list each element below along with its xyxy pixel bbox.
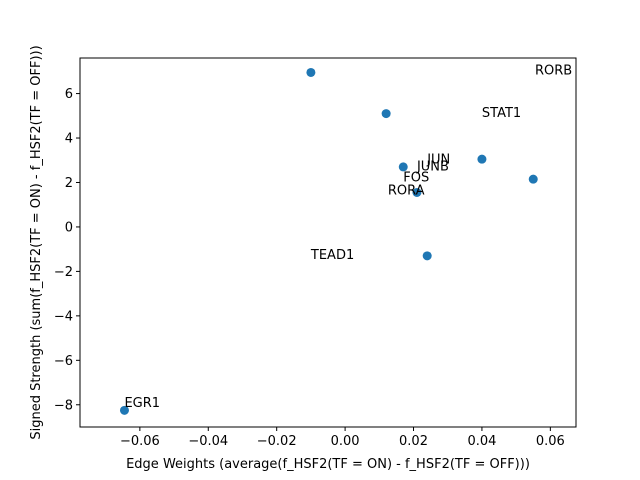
x-tick-label: −0.06 (120, 434, 160, 449)
y-axis-label: Signed Strength (sum(f_HSF2(TF = ON) - f… (29, 45, 44, 439)
x-axis-label: Edge Weights (average(f_HSF2(TF = ON) - … (126, 457, 530, 472)
x-tick-label: −0.04 (188, 434, 228, 449)
y-tick-label: −6 (54, 354, 73, 369)
point-label: TEAD1 (310, 248, 354, 263)
y-tick-label: −8 (54, 398, 73, 413)
data-point (528, 174, 538, 184)
data-point (398, 162, 408, 172)
data-point (119, 405, 129, 415)
x-tick-label: 0.00 (331, 434, 360, 449)
y-tick-label: 2 (65, 176, 73, 191)
y-tick-label: −4 (54, 309, 73, 324)
data-point (306, 67, 316, 77)
data-point (381, 109, 391, 119)
data-point (477, 154, 487, 164)
data-point (422, 251, 432, 261)
point-label: RORA (388, 184, 425, 199)
point-label: RORB (535, 64, 572, 79)
y-axis-ticks: −8 −6 −4 −2 0 2 4 6 (54, 87, 80, 413)
y-tick-label: 4 (65, 132, 73, 147)
x-tick-label: 0.02 (399, 434, 428, 449)
y-tick-label: −2 (54, 265, 73, 280)
plot-area-frame (79, 57, 577, 428)
x-tick-label: 0.04 (467, 434, 496, 449)
y-tick-label: 6 (65, 87, 73, 102)
data-marks (119, 67, 538, 415)
x-tick-label: 0.06 (536, 434, 565, 449)
y-tick-label: 0 (65, 220, 73, 235)
point-label: EGR1 (124, 396, 160, 411)
point-label: JUNB (416, 159, 449, 174)
x-tick-label: −0.02 (257, 434, 297, 449)
data-point (412, 187, 422, 197)
point-label: FOS (403, 170, 429, 185)
x-axis-ticks: −0.06 −0.04 −0.02 0.00 0.02 0.04 0.06 (120, 427, 565, 449)
point-label: JUN (426, 153, 450, 168)
point-label: STAT1 (482, 106, 521, 121)
